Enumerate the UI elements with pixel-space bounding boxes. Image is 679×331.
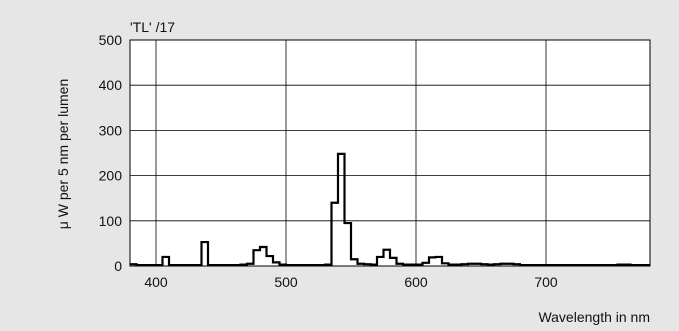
series-layer — [130, 152, 650, 267]
series-line — [130, 152, 650, 267]
plot-area — [130, 40, 650, 266]
chart-title: 'TL' /17 — [130, 19, 175, 35]
grid-lines — [130, 40, 650, 266]
y-tick-label: 200 — [99, 168, 123, 184]
y-tick-label: 0 — [114, 258, 122, 274]
y-axis-ticks: 0 100 200 300 400 500 — [99, 32, 123, 274]
x-axis-label: Wavelength in nm — [538, 309, 650, 325]
x-tick-label: 700 — [534, 274, 558, 290]
y-tick-label: 400 — [99, 77, 123, 93]
y-axis-label: μ W per 5 nm per lumen — [55, 79, 71, 229]
x-axis-ticks: 400 500 600 700 — [144, 274, 558, 290]
y-tick-label: 500 — [99, 32, 123, 48]
x-tick-label: 600 — [404, 274, 428, 290]
x-tick-label: 500 — [274, 274, 298, 290]
y-tick-label: 100 — [99, 213, 123, 229]
plot-frame — [129, 39, 651, 267]
y-tick-label: 300 — [99, 122, 123, 138]
x-tick-label: 400 — [144, 274, 168, 290]
